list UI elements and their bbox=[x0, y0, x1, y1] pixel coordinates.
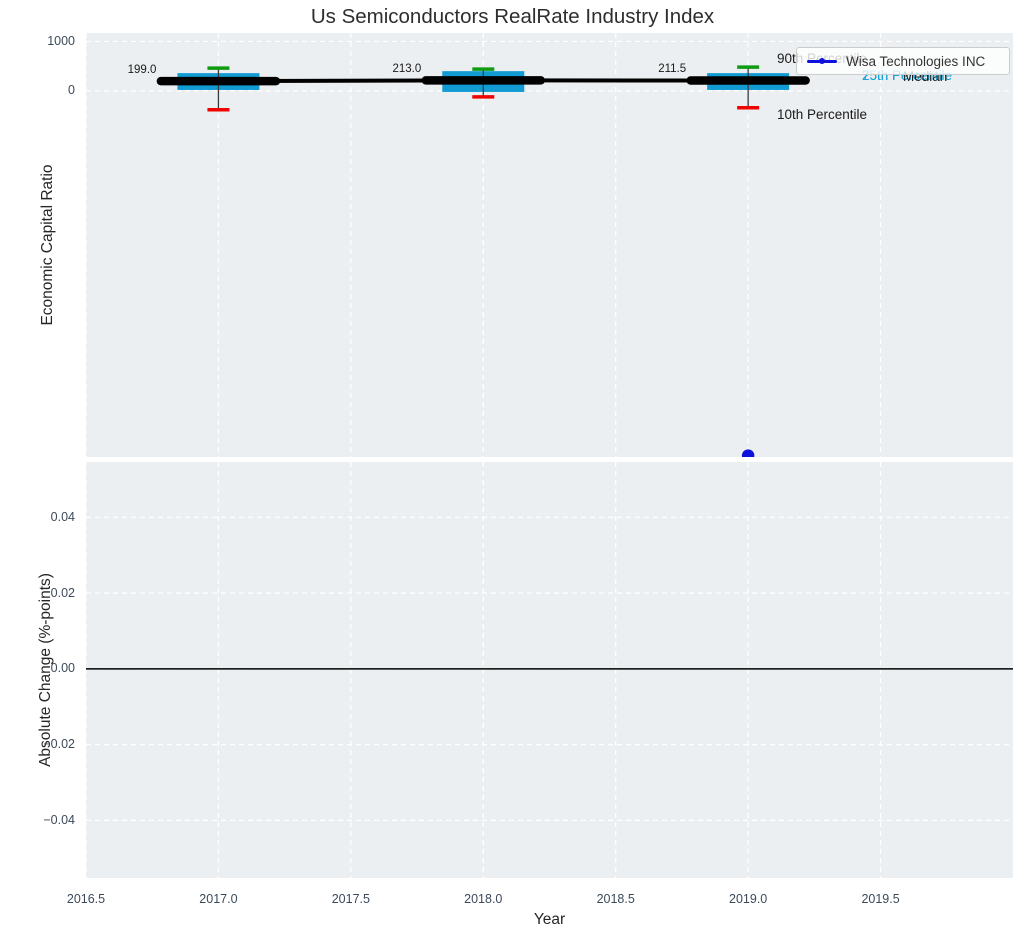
legend: Wisa Technologies INC bbox=[796, 47, 1010, 75]
annotation-10th-percentile: 10th Percentile bbox=[777, 107, 868, 122]
chart-title: Us Semiconductors RealRate Industry Inde… bbox=[310, 5, 715, 28]
median-value-label: 213.0 bbox=[392, 63, 422, 76]
top-y-tick-label: 0 bbox=[68, 83, 75, 98]
bottom-y-tick-label: 0.04 bbox=[50, 509, 75, 524]
median-value-label: 211.5 bbox=[658, 63, 687, 76]
legend-line-sample-icon bbox=[807, 58, 837, 64]
bottom-y-tick-label: −0.02 bbox=[43, 737, 75, 752]
bottom-axes bbox=[86, 462, 1013, 878]
top-y-axis-label: Economic Capital Ratio bbox=[39, 164, 56, 326]
x-tick-label: 2016.5 bbox=[66, 892, 106, 906]
bottom-y-tick-label: 0.02 bbox=[50, 585, 75, 600]
top-y-tick-label: 1000 bbox=[47, 33, 75, 48]
x-tick-label: 2019.0 bbox=[729, 892, 768, 906]
x-tick-label: 2018.5 bbox=[596, 892, 635, 906]
legend-marker-icon bbox=[819, 58, 825, 64]
top-plot-svg bbox=[86, 33, 1013, 457]
bottom-plot-svg bbox=[86, 462, 1013, 878]
x-tick-label: 2017.0 bbox=[199, 892, 238, 906]
x-tick-label: 2017.5 bbox=[331, 892, 370, 906]
x-tick-label: 2018.0 bbox=[464, 892, 503, 906]
company-data-point bbox=[741, 449, 755, 457]
top-axes: 90th Percentile 75th Percentile 25th Per… bbox=[86, 33, 1013, 457]
legend-entry-label: Wisa Technologies INC bbox=[846, 53, 986, 69]
bottom-y-tick-label: −0.04 bbox=[43, 812, 75, 827]
x-tick-label: 2019.5 bbox=[861, 892, 900, 906]
median-value-label: 199.0 bbox=[127, 64, 157, 77]
bottom-y-tick-label: 0.00 bbox=[50, 661, 75, 676]
x-axis-label: Year bbox=[533, 911, 566, 928]
